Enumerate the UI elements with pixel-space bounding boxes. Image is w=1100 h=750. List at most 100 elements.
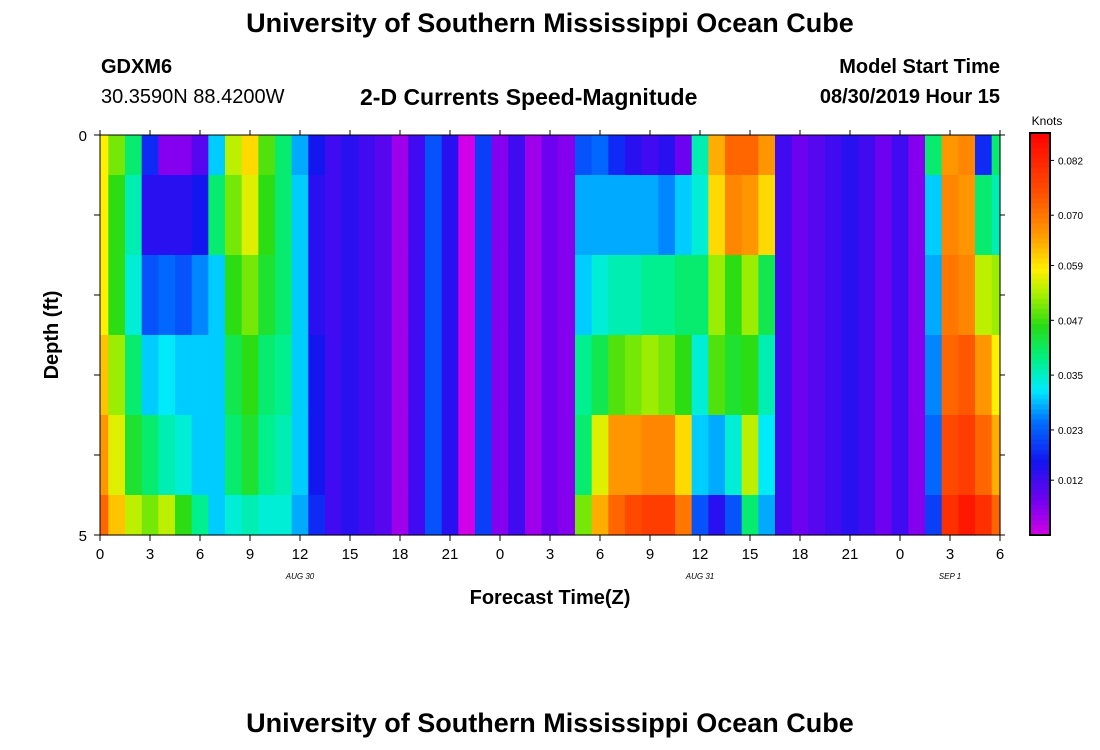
heatmap-cell (808, 255, 826, 336)
heatmap-cell (391, 175, 409, 256)
heatmap-cell (541, 255, 559, 336)
heatmap-cell (558, 415, 576, 496)
heatmap-cell (258, 335, 276, 416)
heatmap-cell (908, 335, 926, 416)
x-tick-label: 21 (842, 546, 859, 563)
heatmap-cell (758, 255, 776, 336)
heatmap-cell (241, 175, 259, 256)
heatmap-cell (108, 335, 126, 416)
y-tick-label: 0 (79, 128, 87, 145)
x-tick-label: 9 (246, 546, 254, 563)
heatmap-cell (108, 175, 126, 256)
heatmap-cell (658, 135, 676, 176)
heatmap-cell (425, 175, 443, 256)
colorbar-swatch (1030, 369, 1050, 375)
heatmap-cell (658, 175, 676, 256)
heatmap-cell (125, 135, 143, 176)
heatmap-cell (591, 175, 609, 256)
heatmap-cell (141, 495, 159, 536)
heatmap-cell (858, 255, 876, 336)
heatmap-cell (608, 135, 626, 176)
colorbar-swatch (1030, 273, 1050, 280)
heatmap-cell (675, 415, 693, 496)
heatmap-cell (475, 335, 493, 416)
heatmap-cell (775, 335, 793, 416)
colorbar-swatch (1030, 404, 1050, 410)
heatmap-cell (925, 335, 943, 416)
heatmap-cell (925, 255, 943, 336)
heatmap-cell (958, 255, 976, 336)
heatmap-cell (708, 175, 726, 256)
colorbar-swatch (1030, 389, 1050, 395)
heatmap-cell (308, 495, 326, 536)
heatmap-cell (225, 335, 243, 416)
heatmap-cell (441, 175, 459, 256)
station-id: GDXM6 (101, 56, 173, 78)
heatmap-cell (975, 135, 993, 176)
heatmap-cell (125, 495, 143, 536)
heatmap-cell (425, 335, 443, 416)
colorbar-tick-label: 0.070 (1058, 211, 1083, 222)
x-tick-label: 15 (342, 546, 359, 563)
heatmap-cell (675, 175, 693, 256)
colorbar-swatch (1030, 188, 1050, 194)
heatmap-cell (908, 495, 926, 536)
heatmap-cell (991, 135, 1001, 176)
colorbar-swatch (1030, 213, 1050, 220)
heatmap-cell (225, 495, 243, 536)
heatmap-cell (875, 335, 893, 416)
heatmap-cell (941, 415, 959, 496)
colorbar-tick-label: 0.047 (1058, 316, 1083, 327)
heatmap-cell (275, 175, 293, 256)
colorbar-tick-label: 0.059 (1058, 261, 1083, 272)
heatmap-cell (441, 255, 459, 336)
heatmap-cell (958, 495, 976, 536)
colorbar-swatch (1030, 509, 1050, 516)
heatmap-cell (808, 175, 826, 256)
heatmap-cell (675, 255, 693, 336)
heatmap-cell (275, 335, 293, 416)
heatmap-cell (158, 495, 176, 536)
heatmap-cell (191, 175, 209, 256)
colorbar-swatch (1030, 153, 1050, 159)
heatmap-cell (975, 415, 993, 496)
colorbar-swatch (1030, 394, 1050, 400)
heatmap-cell (541, 415, 559, 496)
colorbar-tick-label: 0.035 (1058, 371, 1083, 382)
heatmap-cell (641, 495, 659, 536)
heatmap-cell (575, 255, 593, 336)
heatmap-cell (141, 415, 159, 496)
heatmap-cell (641, 175, 659, 256)
x-tick-label: 0 (496, 546, 504, 563)
colorbar-swatch (1030, 479, 1050, 486)
heatmap-cell (691, 255, 709, 336)
heatmap-cell (341, 415, 359, 496)
colorbar-swatch (1030, 198, 1050, 204)
heatmap-cell (808, 335, 826, 416)
heatmap-cell (791, 335, 809, 416)
colorbar-swatch (1030, 243, 1050, 250)
x-tick-label: 18 (392, 546, 409, 563)
heatmap-cell (608, 175, 626, 256)
heatmap-cell (241, 415, 259, 496)
heatmap-cell (841, 495, 859, 536)
heatmap-cell (891, 255, 909, 336)
colorbar-swatch (1030, 419, 1050, 426)
colorbar-swatch (1030, 218, 1050, 225)
colorbar-swatch (1030, 514, 1050, 521)
colorbar-swatch (1030, 384, 1050, 390)
date-labels: AUG 30 AUG 31 SEP 1 (285, 572, 961, 581)
heatmap-cell (891, 175, 909, 256)
heatmap-cell (108, 135, 126, 176)
colorbar-swatch (1030, 183, 1050, 189)
heatmap-cell (291, 255, 309, 336)
heatmap-cell (758, 495, 776, 536)
heatmap-cell (108, 415, 126, 496)
colorbar-swatch (1030, 228, 1050, 235)
x-tick-label: 9 (646, 546, 654, 563)
heatmap-cell (225, 135, 243, 176)
heatmap-cell (175, 495, 193, 536)
heatmap-cell (891, 495, 909, 536)
heatmap-cell (891, 335, 909, 416)
heatmap-cell (658, 335, 676, 416)
